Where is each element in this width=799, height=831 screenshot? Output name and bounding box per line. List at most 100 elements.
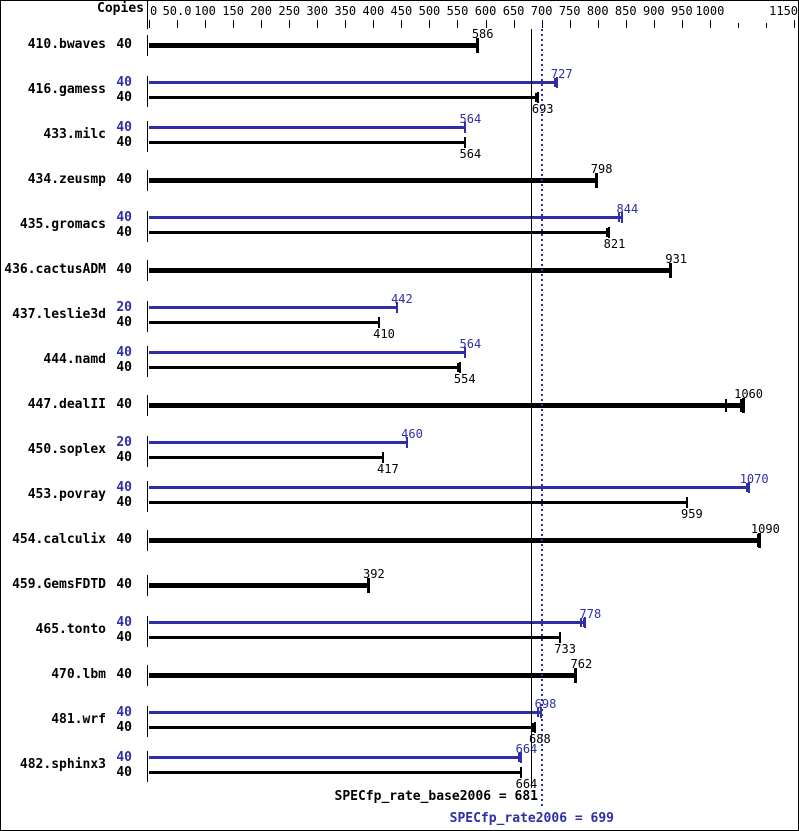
benchmark-label: 436.cactusADM bbox=[4, 262, 106, 277]
copies-value: 40 bbox=[116, 314, 132, 330]
copies-value: 40 bbox=[116, 494, 132, 510]
copies-value: 40 bbox=[116, 704, 132, 720]
axis-tick-label: 950 bbox=[671, 4, 693, 18]
axis-tick bbox=[317, 20, 319, 28]
axis-tick-label: 450 bbox=[390, 4, 413, 18]
result-bar-peak bbox=[149, 126, 466, 129]
bar-end-cap bbox=[395, 302, 398, 313]
result-bar-peak bbox=[149, 756, 522, 759]
axis-minor-tick bbox=[737, 23, 739, 28]
bar-end-cap bbox=[520, 767, 523, 778]
run-marker-tick bbox=[553, 78, 556, 87]
row-axis-tick bbox=[147, 665, 148, 686]
benchmark-label: 447.dealII bbox=[27, 397, 106, 412]
bar-value-label: 442 bbox=[391, 291, 413, 306]
run-marker-tick bbox=[518, 753, 521, 762]
benchmark-label: 465.tonto bbox=[35, 622, 106, 637]
axis-tick bbox=[541, 20, 543, 28]
copies-value: 40 bbox=[116, 629, 132, 645]
bar-end-cap bbox=[458, 362, 461, 373]
result-bar-peak bbox=[149, 81, 557, 84]
benchmark-label: 435.gromacs bbox=[19, 217, 106, 232]
row-axis-tick bbox=[147, 121, 148, 152]
axis-tick-label: 900 bbox=[642, 4, 665, 18]
row-axis-tick bbox=[147, 35, 148, 56]
result-bar-base bbox=[149, 672, 577, 678]
copies-value: 40 bbox=[116, 719, 132, 735]
benchmark-label: 454.calculix bbox=[12, 532, 106, 547]
result-bar-base bbox=[149, 231, 610, 234]
result-bar-base bbox=[149, 321, 379, 324]
bar-end-cap bbox=[475, 37, 479, 53]
row-axis-tick bbox=[147, 530, 148, 551]
benchmark-label: 453.povray bbox=[27, 487, 106, 502]
axis-tick-label: 50.0 bbox=[162, 4, 192, 18]
axis-tick-label: 0 bbox=[150, 4, 158, 18]
result-bar-peak bbox=[149, 621, 586, 624]
bar-end-cap bbox=[584, 617, 587, 628]
bar-value-label: 417 bbox=[377, 461, 399, 476]
bar-end-cap bbox=[464, 347, 467, 358]
bar-end-cap bbox=[758, 532, 762, 548]
copies-value: 40 bbox=[116, 172, 132, 187]
bar-end-cap bbox=[559, 632, 562, 643]
bar-value-label: 410 bbox=[373, 326, 395, 341]
axis-tick-label: 850 bbox=[614, 4, 637, 18]
bar-value-label: 564 bbox=[459, 336, 482, 351]
row-axis-tick bbox=[147, 395, 148, 416]
benchmark-label: 434.zeusmp bbox=[27, 172, 106, 187]
run-marker-tick bbox=[531, 723, 534, 732]
bar-value-label: 664 bbox=[515, 741, 538, 756]
bar-end-cap bbox=[377, 317, 380, 328]
axis-header-divider bbox=[147, 1, 148, 29]
axis-minor-tick bbox=[765, 23, 767, 28]
bar-value-label: 1090 bbox=[750, 522, 780, 536]
axis-tick-label: 800 bbox=[586, 4, 609, 18]
copies-value: 40 bbox=[116, 359, 132, 375]
result-bar-base bbox=[149, 402, 744, 408]
axis-tick bbox=[625, 20, 627, 28]
bar-end-cap bbox=[574, 667, 578, 683]
bar-end-cap bbox=[748, 482, 751, 493]
row-axis-tick bbox=[147, 751, 148, 782]
axis-tick bbox=[485, 20, 487, 28]
bar-value-label: 762 bbox=[570, 657, 593, 671]
run-marker-tick bbox=[537, 708, 540, 717]
axis-tick-label: 300 bbox=[306, 4, 329, 18]
copies-value: 40 bbox=[116, 667, 132, 682]
result-bar-base bbox=[149, 537, 761, 543]
axis-tick bbox=[205, 20, 207, 28]
axis-tick-label: 750 bbox=[558, 4, 581, 18]
row-axis-tick bbox=[147, 481, 148, 512]
bar-end-cap bbox=[608, 227, 611, 238]
result-bar-peak bbox=[149, 486, 750, 489]
copies-value: 40 bbox=[116, 209, 132, 225]
copies-value: 40 bbox=[116, 749, 132, 765]
result-bar-peak bbox=[149, 306, 397, 309]
axis-tick-label: 650 bbox=[502, 4, 525, 18]
bar-value-label: 821 bbox=[603, 236, 626, 251]
axis-tick-label: 1150 bbox=[769, 4, 799, 18]
row-axis-tick bbox=[147, 346, 148, 377]
result-bar-base bbox=[149, 42, 478, 48]
copies-value: 40 bbox=[116, 134, 132, 150]
axis-tick-label: 150 bbox=[222, 4, 244, 18]
result-bar-base bbox=[149, 501, 687, 504]
bar-end-cap bbox=[741, 397, 745, 413]
peak-mean-line bbox=[541, 29, 544, 807]
benchmark-label: 459.GemsFDTD bbox=[12, 577, 106, 592]
row-axis-tick bbox=[147, 301, 148, 332]
bar-value-label: 688 bbox=[529, 731, 551, 746]
axis-tick bbox=[345, 20, 347, 28]
axis-tick-label: 100 bbox=[194, 4, 216, 18]
bar-value-label: 564 bbox=[459, 111, 482, 126]
result-bar-base bbox=[149, 267, 672, 273]
run-marker-tick bbox=[724, 398, 727, 412]
bar-value-label: 554 bbox=[453, 371, 476, 386]
axis-tick bbox=[289, 20, 291, 28]
copies-value: 40 bbox=[116, 764, 132, 780]
copies-value: 40 bbox=[116, 479, 132, 495]
row-axis-tick bbox=[147, 436, 148, 467]
bar-value-label: 959 bbox=[681, 506, 703, 521]
bar-value-label: 798 bbox=[590, 162, 613, 176]
